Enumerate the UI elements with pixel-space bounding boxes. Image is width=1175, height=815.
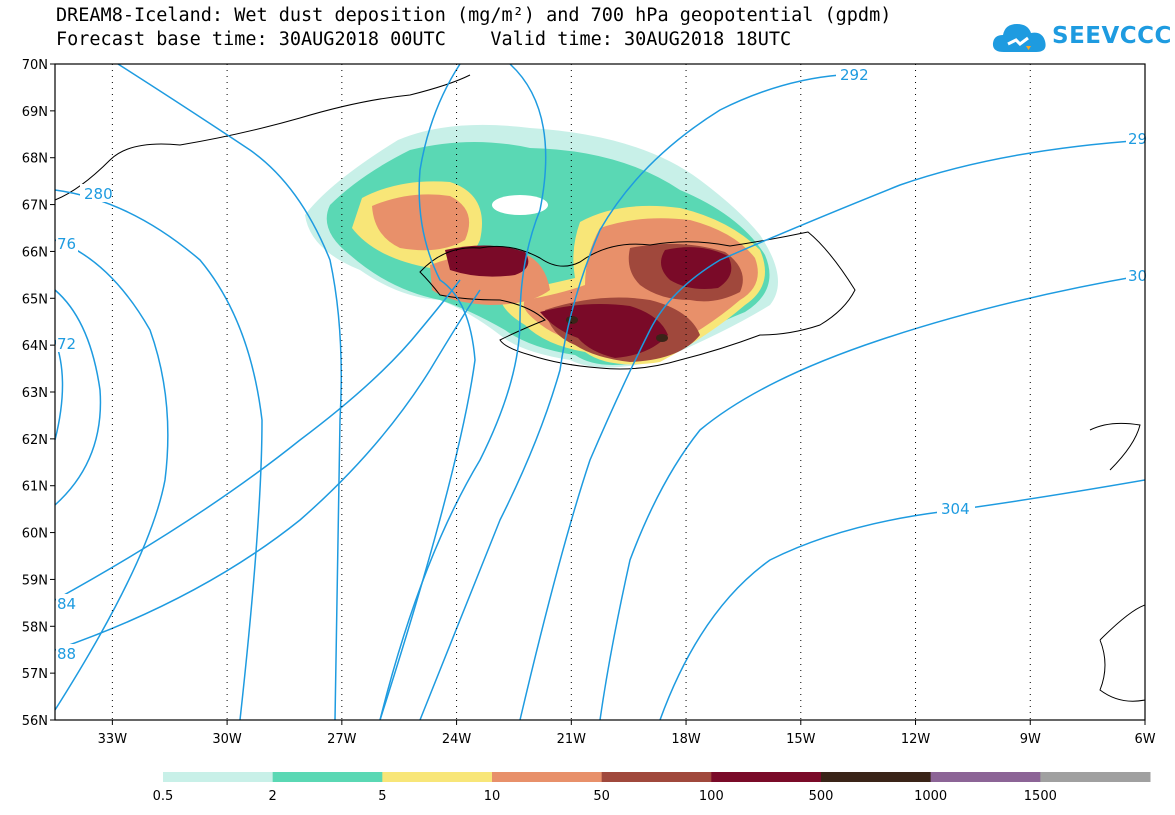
contour-line xyxy=(54,279,461,601)
lat-label: 56N xyxy=(22,714,48,729)
contour-label: 84 xyxy=(57,595,76,613)
dust-gap xyxy=(492,195,548,215)
lon-label: 15W xyxy=(786,732,816,747)
lat-label: 63N xyxy=(22,386,48,401)
colorbar-label: 10 xyxy=(484,789,501,804)
colorbar-swatch xyxy=(163,772,274,782)
contour-line xyxy=(54,239,169,711)
lon-label: 27W xyxy=(327,732,357,747)
chart-title: DREAM8-Iceland: Wet dust deposition (mg/… xyxy=(56,5,892,26)
faroe-shetland-coastline xyxy=(1089,422,1141,471)
colorbar-swatch xyxy=(492,772,603,782)
lat-label: 60N xyxy=(22,527,48,542)
colorbar-label: 2 xyxy=(269,789,277,804)
colorbar-swatch xyxy=(272,772,383,782)
logo-text: SEEVCCC xyxy=(1052,23,1172,49)
contour-line xyxy=(379,63,476,721)
contour-line xyxy=(54,289,102,506)
cloud-icon xyxy=(992,24,1046,52)
colorbar-label: 500 xyxy=(809,789,834,804)
dust-band-500-spot-2 xyxy=(656,334,668,342)
contour-line xyxy=(519,139,1146,721)
dust-shading xyxy=(305,124,778,368)
lat-label: 62N xyxy=(22,433,48,448)
lat-label: 70N xyxy=(22,58,48,73)
contour-line xyxy=(379,63,547,721)
contour-label: 30 xyxy=(1128,267,1147,285)
contour-label: 29 xyxy=(1128,130,1147,148)
lon-label: 24W xyxy=(442,732,472,747)
contour-line xyxy=(659,479,1146,721)
coastlines xyxy=(54,74,1146,702)
lat-label: 57N xyxy=(22,667,48,682)
dust-band-100-westfjords xyxy=(445,245,529,277)
colorbar-label: 100 xyxy=(699,789,724,804)
lat-label: 68N xyxy=(22,152,48,167)
iceland-coastline xyxy=(419,231,856,370)
colorbar-label: 5 xyxy=(378,789,386,804)
colorbar-label: 1000 xyxy=(914,789,947,804)
lon-label: 6W xyxy=(1134,732,1155,747)
scotland-coastline xyxy=(1099,604,1146,702)
lat-label: 64N xyxy=(22,339,48,354)
colorbar-swatch xyxy=(1040,772,1151,782)
forecast-time-line: Forecast base time: 30AUG2018 00UTC Vali… xyxy=(56,29,792,50)
latitude-labels: 70N 69N 68N 67N 66N 65N 64N 63N 62N 61N 60N 59N 58N 5… xyxy=(22,58,55,729)
lon-label: 9W xyxy=(1020,732,1041,747)
contour-line xyxy=(599,274,1146,721)
dust-band-10-west xyxy=(372,194,470,251)
contour-label: 292 xyxy=(840,66,869,84)
lon-label: 30W xyxy=(212,732,242,747)
colorbar-swatch xyxy=(821,772,932,782)
dust-band-500-spot-1 xyxy=(566,316,578,324)
colorbar-swatch xyxy=(930,772,1041,782)
seevccc-logo: SEEVCCC xyxy=(990,16,1172,60)
lat-label: 61N xyxy=(22,480,48,495)
contour-label: 304 xyxy=(941,500,970,518)
colorbar-label: 1500 xyxy=(1024,789,1057,804)
contour-label: 72 xyxy=(57,335,76,353)
lat-label: 66N xyxy=(22,245,48,260)
colorbar-label: 0.5 xyxy=(153,789,174,804)
longitude-labels: 33W 30W 27W 24W 21W 18W 15W 12W 9W 6W xyxy=(98,720,1156,747)
lat-label: 58N xyxy=(22,620,48,635)
lon-label: 33W xyxy=(98,732,128,747)
contour-line xyxy=(54,189,263,721)
lon-label: 12W xyxy=(901,732,931,747)
colorbar-swatch xyxy=(711,772,822,782)
lat-label: 59N xyxy=(22,573,48,588)
lat-label: 69N xyxy=(22,105,48,120)
lon-label: 21W xyxy=(557,732,587,747)
contour-label: 76 xyxy=(57,235,76,253)
lon-label: 18W xyxy=(671,732,701,747)
colorbar: 0.5 2 5 10 50 100 500 1000 1500 xyxy=(153,772,1151,804)
geopotential-contours xyxy=(54,63,1146,721)
colorbar-swatch xyxy=(601,772,712,782)
lat-label: 67N xyxy=(22,199,48,214)
lat-label: 65N xyxy=(22,292,48,307)
colorbar-label: 50 xyxy=(593,789,610,804)
contour-line xyxy=(117,63,342,721)
contour-line xyxy=(54,289,481,651)
contour-line xyxy=(419,74,841,721)
greenland-coastline xyxy=(54,74,471,201)
contour-label: 280 xyxy=(84,185,113,203)
contour-label: 88 xyxy=(57,645,76,663)
contour-labels: 292 29 280 76 30 72 304 84 88 xyxy=(56,65,1148,663)
map-grid xyxy=(111,64,1031,720)
colorbar-swatch xyxy=(382,772,493,782)
contour-line xyxy=(54,339,64,441)
dust-band-100-north xyxy=(661,247,732,289)
